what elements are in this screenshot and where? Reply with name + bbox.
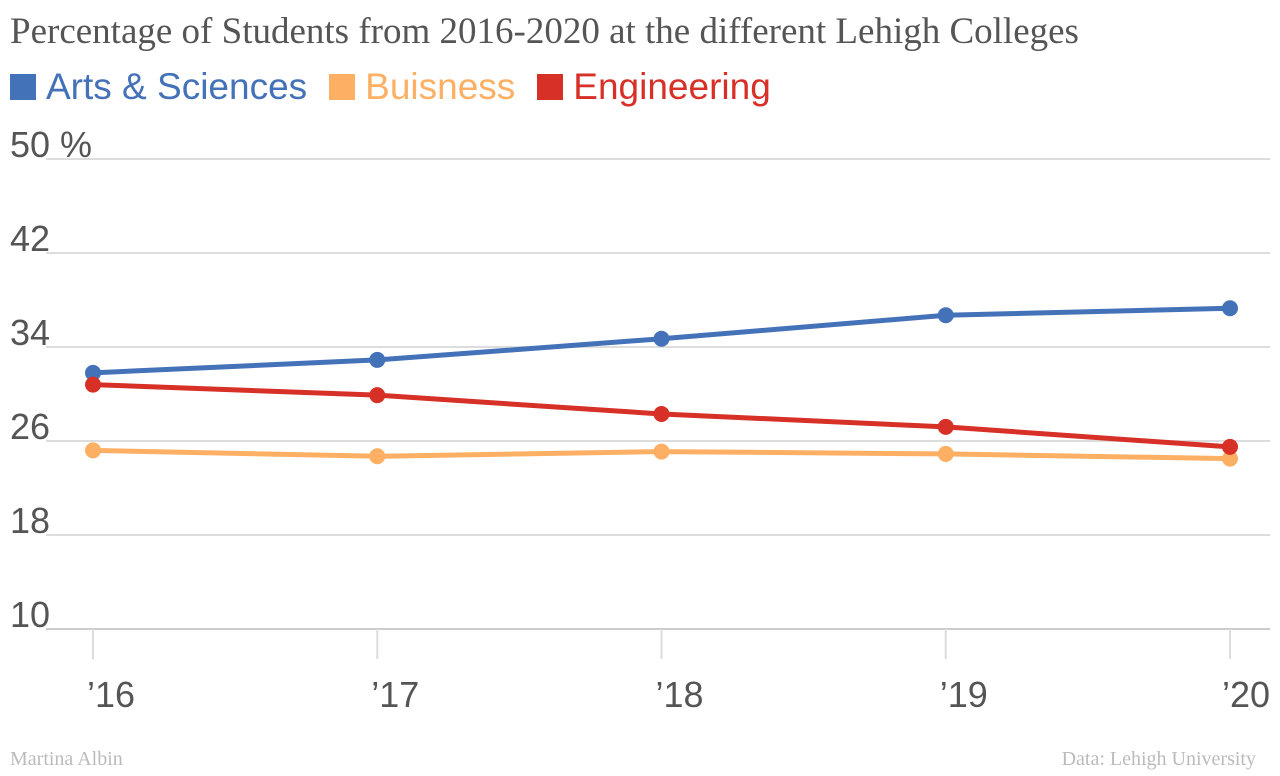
data-source-credit: Data: Lehigh University	[1061, 748, 1256, 770]
data-point-buisness	[369, 448, 386, 465]
y-tick-label: 34	[10, 312, 50, 353]
legend-swatch-buisness	[329, 74, 356, 100]
x-tick-label: ’16	[87, 674, 135, 715]
y-tick-label: 50 %	[10, 124, 92, 165]
data-point-buisness	[653, 443, 670, 460]
legend-item-arts-sciences[interactable]: Arts & Sciences	[10, 66, 307, 108]
data-point-engineering	[85, 376, 101, 393]
x-tick-label: ’18	[656, 674, 704, 715]
data-point-arts-sciences	[85, 364, 101, 381]
data-point-engineering	[1222, 438, 1238, 455]
legend-label-arts-sciences: Arts & Sciences	[46, 66, 308, 107]
author-credit: Martina Albin	[10, 748, 123, 770]
legend-swatch-engineering	[537, 74, 564, 100]
y-tick-label: 42	[10, 218, 50, 259]
data-point-arts-sciences	[1222, 300, 1238, 317]
data-point-arts-sciences	[369, 351, 386, 368]
chart-legend: Arts & Sciences Buisness Engineering	[10, 66, 793, 108]
y-tick-label: 18	[10, 500, 50, 541]
data-point-buisness	[1222, 450, 1238, 467]
legend-swatch-arts-sciences	[10, 74, 36, 100]
data-point-engineering	[937, 418, 954, 435]
legend-item-buisness[interactable]: Buisness	[329, 66, 515, 108]
data-point-engineering	[369, 387, 386, 404]
data-point-buisness	[937, 445, 954, 462]
legend-label-buisness: Buisness	[365, 66, 516, 107]
y-tick-label: 26	[10, 406, 50, 447]
chart-title: Percentage of Students from 2016-2020 at…	[10, 11, 1079, 52]
data-point-arts-sciences	[653, 330, 670, 347]
legend-item-engineering[interactable]: Engineering	[537, 66, 771, 108]
data-point-arts-sciences	[937, 307, 954, 324]
x-tick-label: ’19	[940, 674, 988, 715]
y-tick-label: 10	[10, 594, 50, 635]
x-tick-label: ’20	[1222, 674, 1270, 715]
data-point-engineering	[653, 405, 670, 422]
x-tick-label: ’17	[371, 674, 419, 715]
legend-label-engineering: Engineering	[573, 66, 771, 107]
data-point-buisness	[85, 442, 101, 459]
